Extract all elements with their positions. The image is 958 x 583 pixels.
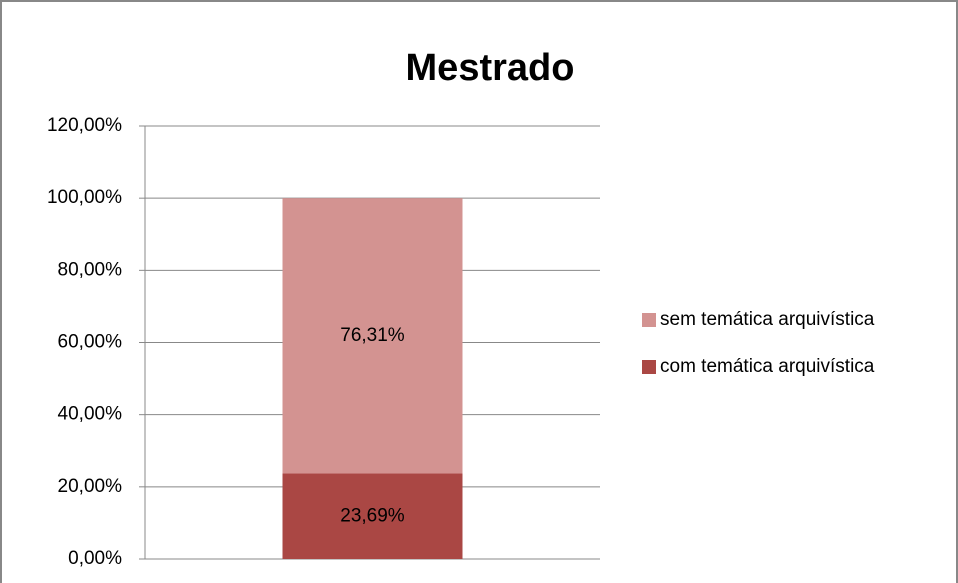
y-tick-label: 60,00% bbox=[58, 332, 123, 353]
y-tick-label: 80,00% bbox=[58, 259, 123, 280]
legend-swatch bbox=[642, 360, 656, 374]
data-label: 23,69% bbox=[340, 505, 405, 526]
legend-label: sem temática arquivística bbox=[660, 309, 875, 330]
bar-segment bbox=[282, 198, 463, 474]
y-tick-label: 0,00% bbox=[68, 548, 122, 569]
y-tick-label: 120,00% bbox=[47, 115, 122, 136]
legend-swatch bbox=[642, 313, 656, 327]
chart-title: Mestrado bbox=[406, 47, 575, 89]
y-tick-label: 20,00% bbox=[58, 476, 123, 497]
legend-label: com temática arquivística bbox=[660, 356, 875, 377]
data-label: 76,31% bbox=[340, 325, 405, 346]
y-tick-label: 40,00% bbox=[58, 404, 123, 425]
bar-segment bbox=[282, 473, 463, 559]
y-tick-label: 100,00% bbox=[47, 187, 122, 208]
